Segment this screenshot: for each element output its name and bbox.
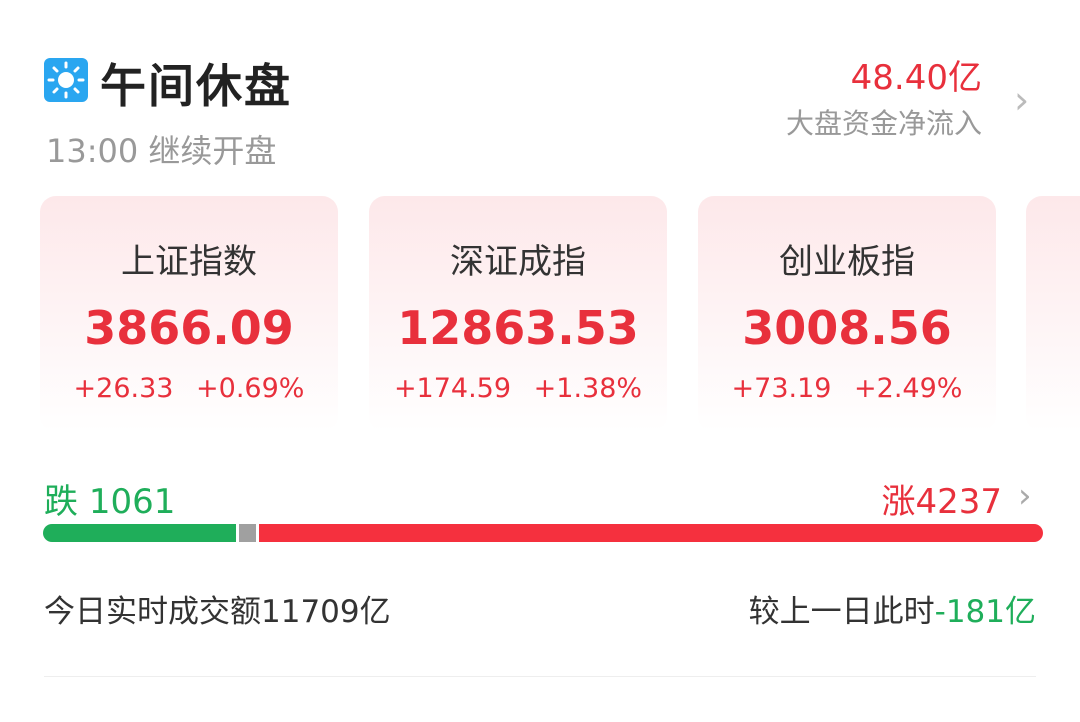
divider (44, 676, 1036, 677)
decliners-bar (43, 524, 237, 542)
index-pct: +1.38% (533, 373, 643, 404)
page-title: 午间休盘 (100, 59, 292, 113)
turnover-value: 11709亿 (261, 594, 391, 630)
turnover-label: 今日实时成交额 (44, 594, 261, 630)
fall-value: 1061 (88, 482, 176, 522)
index-card[interactable]: 上证指数 3866.09 +26.33 +0.69% (40, 196, 338, 432)
compare-value: -181亿 (934, 594, 1036, 630)
compare-label: 较上一日此时 (748, 594, 935, 630)
index-card[interactable]: 创业板指 3008.56 +73.19 +2.49% (698, 196, 996, 432)
index-name: 深证成指 (450, 242, 586, 282)
index-change: +26.33 (73, 373, 174, 404)
rise-label: 涨 (881, 482, 916, 522)
index-card[interactable]: 深证成指 12863.53 +174.59 +1.38% (369, 196, 667, 432)
chevron-right-icon[interactable]: › (1014, 78, 1030, 122)
net-inflow-label[interactable]: 大盘资金净流入 (785, 107, 982, 140)
chevron-right-icon[interactable]: › (1018, 476, 1032, 516)
net-inflow-value[interactable]: 48.40亿 (850, 58, 982, 98)
index-value: 3008.56 (742, 301, 952, 355)
decliners-count: 跌 1061 (44, 474, 175, 523)
time: 13:00 (46, 132, 139, 170)
advancers-bar (259, 524, 1043, 542)
index-card-partial[interactable] (1026, 196, 1080, 432)
index-change: +73.19 (731, 373, 832, 404)
index-value: 12863.53 (397, 301, 639, 355)
fall-label: 跌 (44, 482, 78, 522)
flat-bar (239, 524, 257, 542)
index-value: 3866.09 (84, 301, 294, 355)
status: 继续开盘 (148, 132, 277, 170)
resume-time: 13:00 继续开盘 (46, 126, 276, 172)
index-change: +174.59 (393, 373, 512, 404)
turnover: 今日实时成交额11709亿 (44, 586, 391, 631)
index-name: 创业板指 (779, 242, 915, 282)
index-pct: +2.49% (854, 373, 963, 404)
index-name: 上证指数 (121, 242, 257, 282)
sun-icon (44, 58, 88, 102)
advancers-count[interactable]: 涨4237 (881, 474, 1002, 523)
turnover-compare: 较上一日此时-181亿 (749, 586, 1036, 631)
index-pct: +0.69% (196, 373, 305, 404)
rise-value: 4237 (915, 482, 1002, 522)
